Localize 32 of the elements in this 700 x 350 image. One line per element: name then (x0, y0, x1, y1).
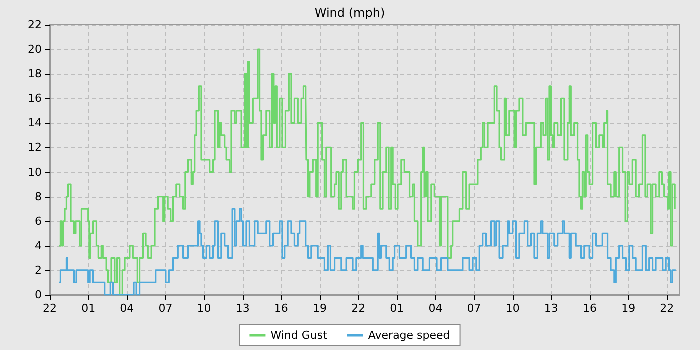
x-tick-label: 01 (390, 302, 404, 315)
x-tick-label: 19 (622, 302, 636, 315)
chart-title: Wind (mph) (314, 6, 386, 20)
x-tick-label: 07 (158, 302, 173, 315)
y-tick-label: 12 (28, 141, 42, 154)
x-tick-label: 22 (43, 302, 57, 315)
x-tick-label: 22 (660, 302, 674, 315)
y-tick-label: 10 (28, 166, 42, 179)
legend-label: Average speed (368, 329, 450, 342)
y-tick-label: 4 (35, 239, 42, 252)
x-tick-label: 13 (236, 302, 250, 315)
x-tick-label: 04 (428, 302, 443, 315)
y-tick-label: 14 (28, 116, 42, 130)
x-tick-label: 16 (583, 302, 597, 315)
x-tick-label: 07 (467, 302, 482, 315)
x-tick-label: 01 (82, 302, 96, 315)
x-tick-label: 22 (352, 302, 366, 315)
x-tick-label: 10 (197, 302, 212, 315)
x-tick-label: 04 (120, 302, 134, 315)
y-tick-label: 0 (35, 288, 42, 302)
y-tick-label: 6 (35, 214, 42, 228)
x-tick-label: 19 (313, 302, 327, 315)
y-tick-label: 2 (35, 264, 42, 277)
legend-label: Wind Gust (270, 329, 328, 342)
y-tick-label: 8 (35, 190, 42, 204)
x-tick-label: 10 (506, 302, 520, 315)
y-tick-label: 16 (28, 92, 42, 106)
y-tick-label: 18 (28, 68, 42, 81)
y-tick-label: 20 (28, 43, 42, 56)
x-tick-label: 16 (274, 302, 288, 315)
x-tick-label: 13 (544, 302, 558, 315)
y-tick-label: 22 (28, 18, 42, 32)
